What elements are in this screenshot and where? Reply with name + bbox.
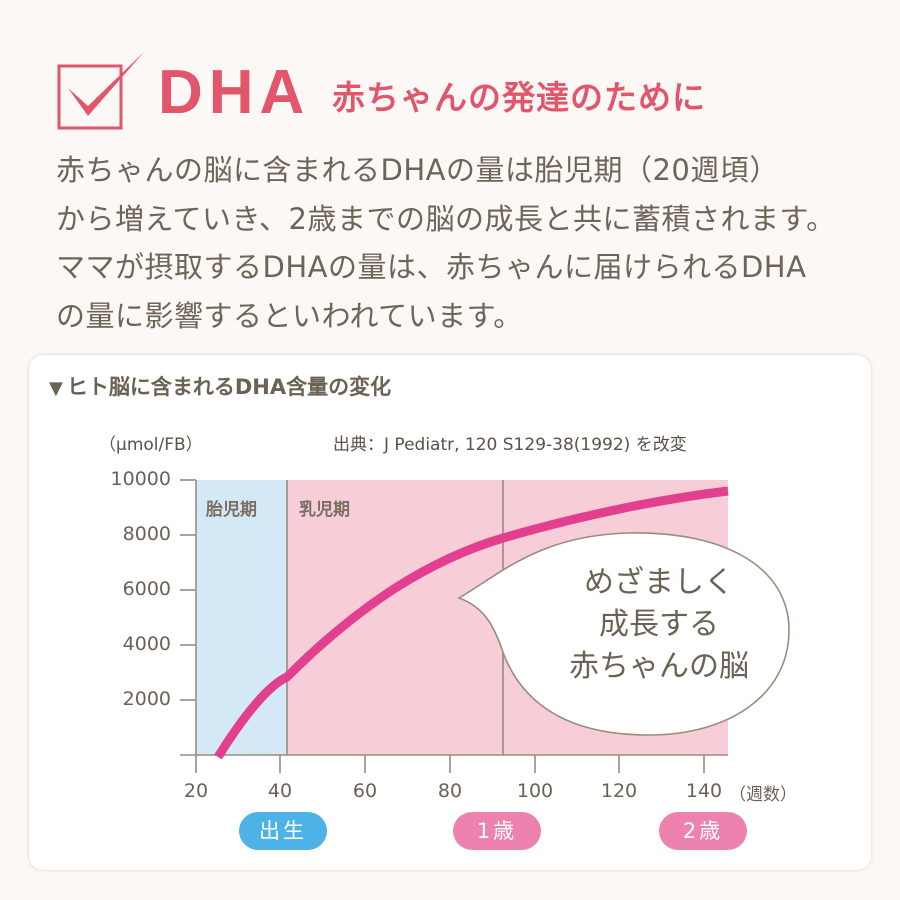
intro-paragraph: 赤ちゃんの脳に含まれるDHAの量は胎児期（20週頃） から増えていき、2歳までの…: [56, 146, 856, 340]
page-subtitle: 赤ちゃんの発達のために: [332, 78, 706, 117]
speech-bubble: [457, 532, 790, 736]
y-tick-label: 10000: [110, 468, 171, 490]
x-tick-label: 80: [437, 780, 463, 802]
chart-plot: [180, 479, 790, 773]
dha-curve: [214, 486, 729, 760]
header: DHA 赤ちゃんの発達のために: [54, 48, 854, 130]
intro-line: の量に影響するといわれています。: [56, 298, 523, 333]
triangle-down-icon: ▼: [49, 378, 63, 399]
checkbox-check-icon: [57, 52, 144, 130]
chart-title-text: ヒト脳に含まれるDHA含量の変化: [66, 375, 392, 399]
y-tick-label: 4000: [122, 633, 171, 655]
badge-one-year: 1歳: [453, 812, 541, 850]
x-axis-unit: （週数）: [729, 785, 797, 805]
y-tick-label: 2000: [122, 688, 171, 710]
x-tick-label: 100: [516, 780, 554, 802]
intro-line: から増えていき、2歳までの脳の成長と共に蓄積されます。: [56, 201, 836, 236]
badge-birth: 出生: [239, 812, 327, 850]
region-label-infant: 乳児期: [299, 500, 350, 520]
chart-title: ▼ ヒト脳に含まれるDHA含量の変化: [49, 371, 391, 401]
intro-line: ママが摂取するDHAの量は、赤ちゃんに届けられるDHA: [56, 250, 807, 284]
region-fetal: [196, 480, 287, 755]
bubble-line: 赤ちゃんの脳: [569, 649, 749, 684]
bubble-text: めざましく 成長する 赤ちゃんの脳: [549, 562, 769, 688]
x-tick-label: 60: [352, 780, 378, 802]
x-tick-label: 120: [600, 780, 638, 802]
intro-line: 赤ちゃんの脳に含まれるDHAの量は胎児期（20週頃）: [56, 153, 779, 187]
bubble-line: めざましく: [584, 565, 734, 600]
y-tick-label: 6000: [122, 578, 171, 600]
badge-two-years: 2歳: [659, 812, 747, 850]
x-tick-label: 20: [183, 780, 209, 802]
x-tick-label: 140: [685, 780, 723, 802]
x-tick-label: 40: [267, 780, 293, 802]
region-label-fetal: 胎児期: [206, 500, 257, 520]
y-tick-label: 8000: [122, 523, 171, 545]
chart-card: ▼ ヒト脳に含まれるDHA含量の変化 （μmol/FB） 出典：J Pediatr…: [29, 355, 871, 870]
source-citation: 出典：J Pediatr, 120 S129-38(1992) を改変: [333, 435, 687, 455]
page-title: DHA: [158, 58, 311, 127]
bubble-line: 成長する: [599, 607, 719, 642]
y-axis-unit: （μmol/FB）: [99, 435, 203, 455]
